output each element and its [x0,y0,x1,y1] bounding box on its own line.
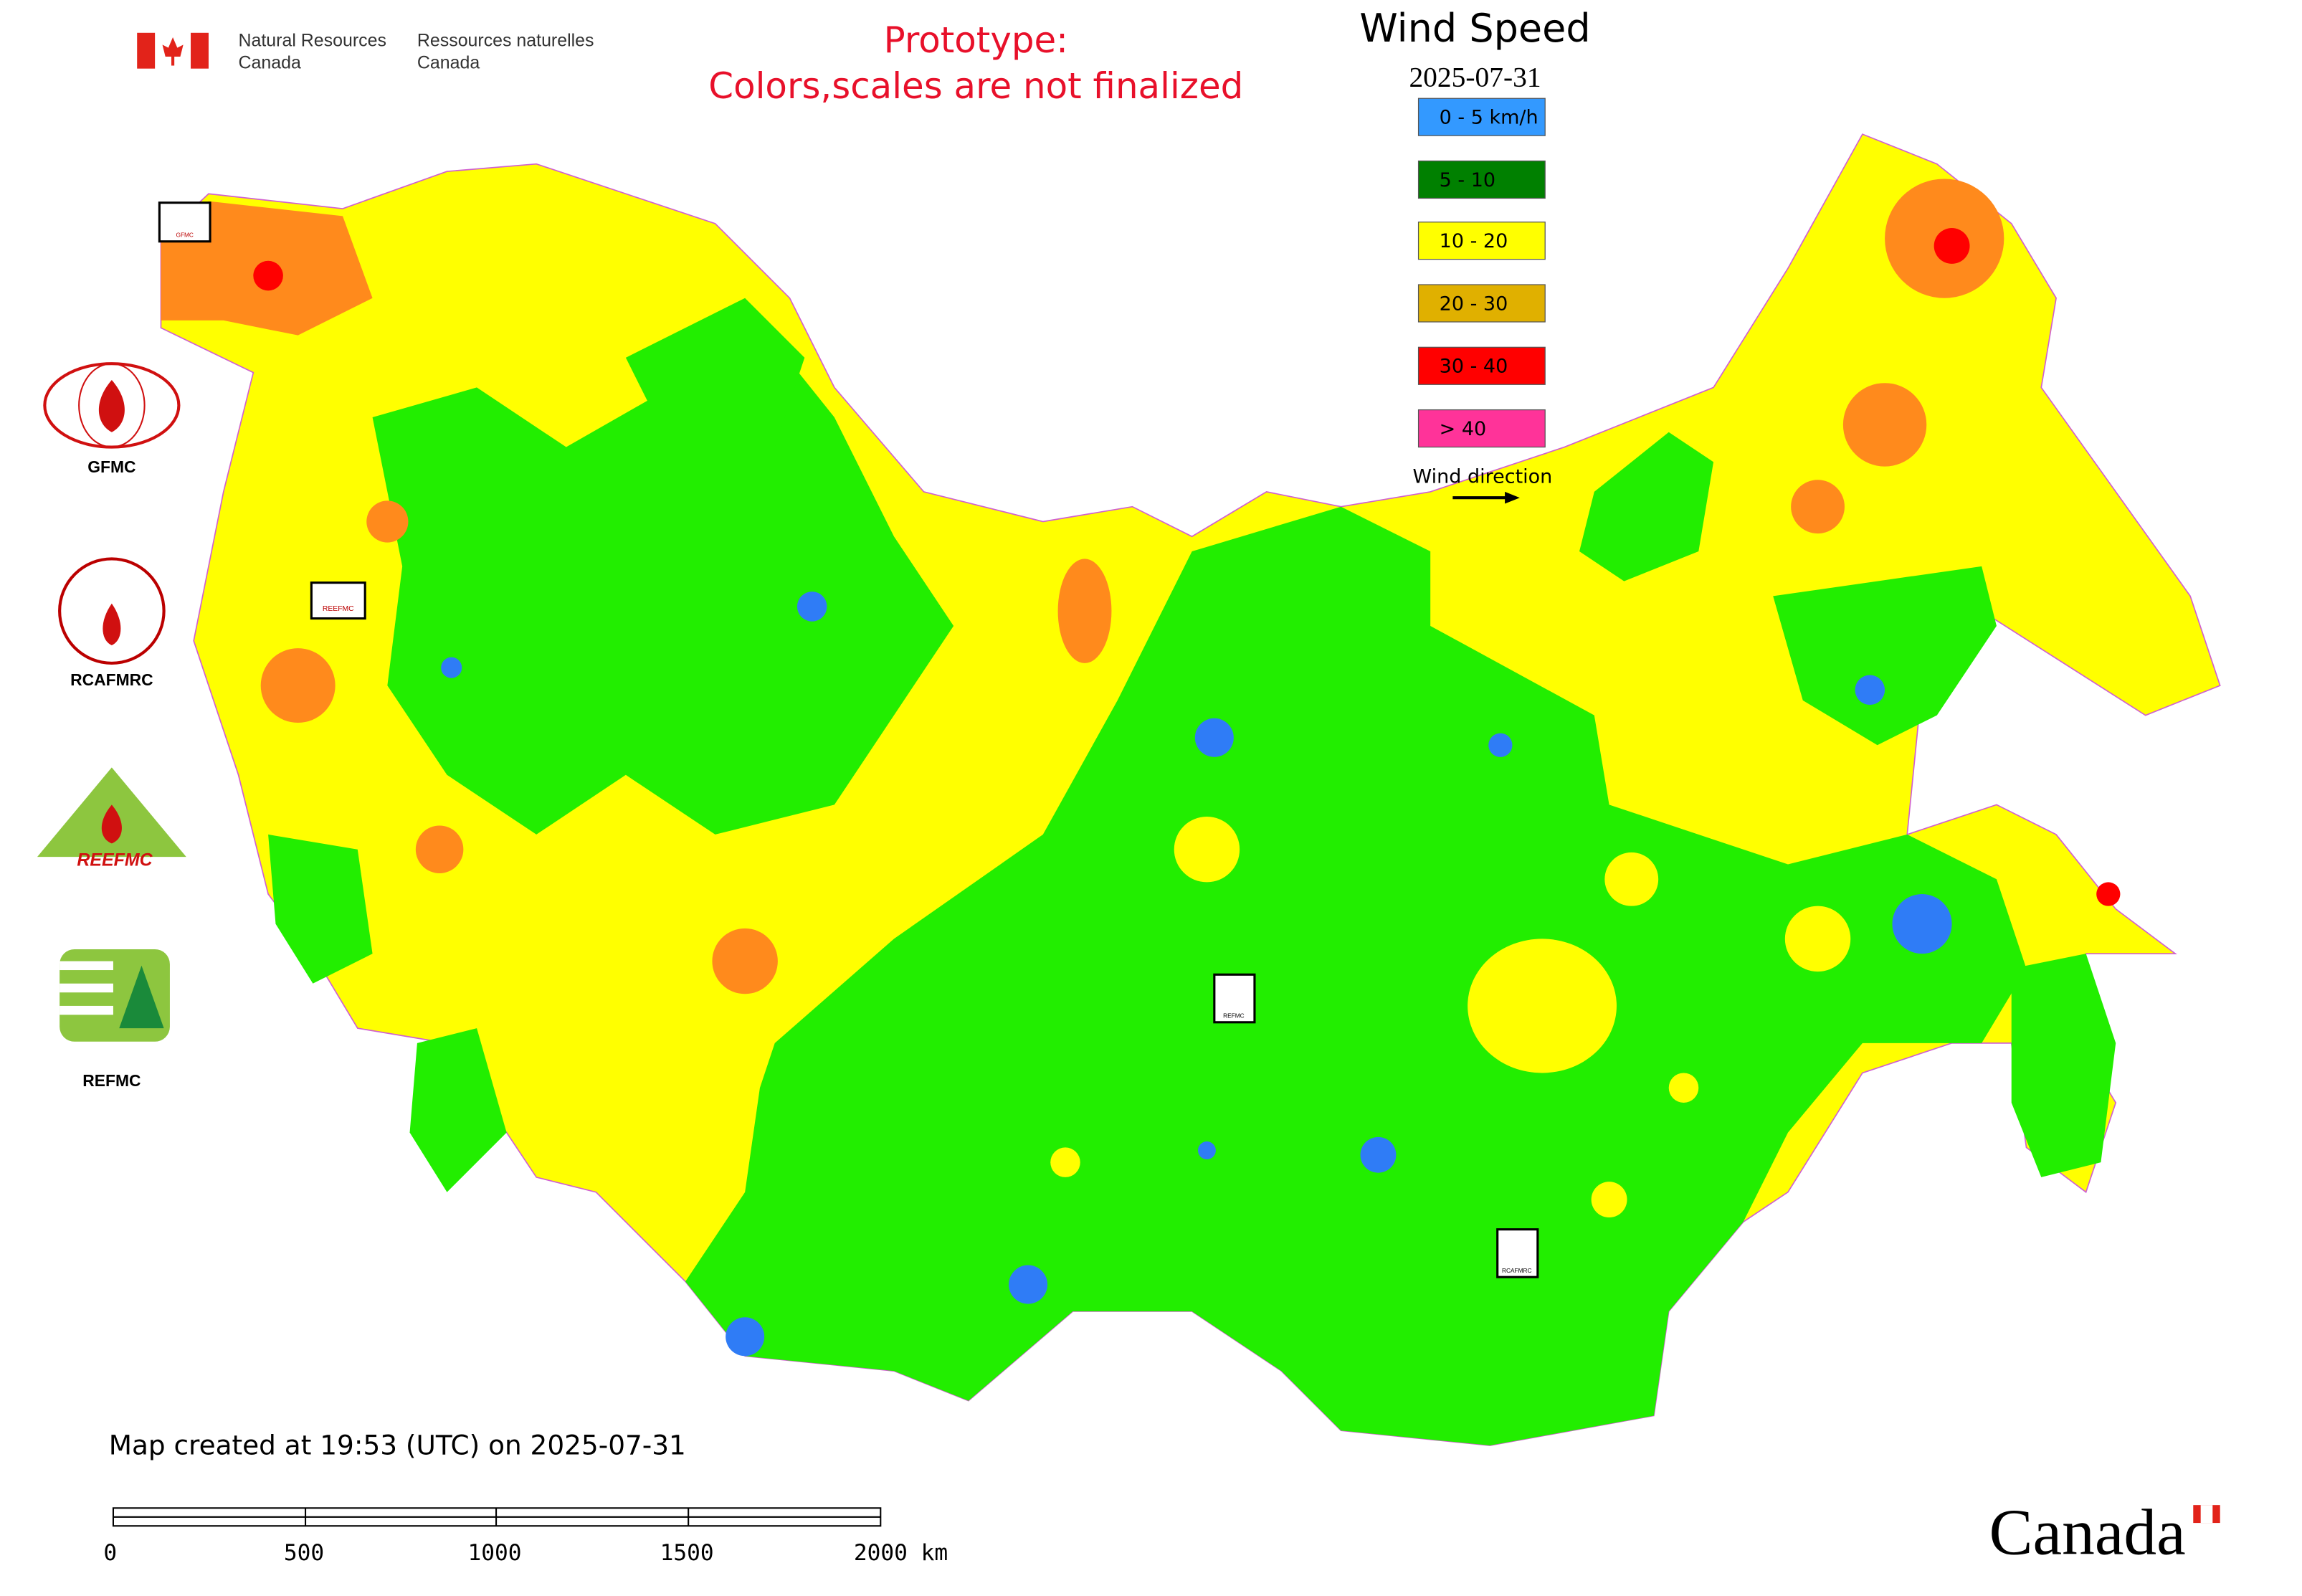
legend-swatch [1417,409,1546,448]
agency-en: Natural Resources [239,30,386,50]
legend-swatch [1417,346,1546,385]
wind-zone [796,592,827,622]
logo-text: REEFMC [77,850,153,870]
agency-signature: Natural Resources Canada Ressources natu… [137,30,594,73]
marker-label: REEFMC [323,605,354,613]
wind-zone [1468,939,1617,1073]
scale-label: 1500 [660,1540,714,1566]
direction-label: Wind direction [1413,465,1553,488]
wind-zone [1591,1182,1627,1218]
gfmc-flame [98,380,125,432]
legend-label: > 40 [1440,418,1487,440]
wind-zone [1855,675,1885,706]
maple-leaf [162,37,184,66]
legend: Wind Speed 2025-07-31 Wind direction 0 -… [1359,6,1591,504]
wind-zone [1360,1136,1397,1173]
marker-label: GFMC [176,232,193,239]
refmc-stripe [60,961,113,971]
wind-zone [1174,816,1240,883]
wind-zone [1579,432,1714,581]
logo-label: RCAFMRC [70,670,153,689]
logo-label: REFMC [82,1071,141,1090]
scale-bar: 0 500 1000 1500 2000 km [103,1507,948,1566]
direction-arrow-head [1505,491,1520,504]
wind-zone [253,260,283,291]
wind-zone [1009,1265,1048,1304]
map-marker [1213,973,1256,1024]
legend-label: 20 - 30 [1440,293,1508,315]
wind-zone [409,1028,507,1192]
legend-label: 0 - 5 km/h [1440,107,1538,129]
legend-date: 2025-07-31 [1409,62,1541,93]
marker-label: REFMC [1223,1012,1245,1020]
refmc-stripe [60,983,113,993]
wind-zone [1773,566,1997,746]
legend-label: 10 - 20 [1440,230,1508,252]
wind-zone [1604,852,1659,906]
wind-zone [441,657,462,678]
wind-zone [1488,733,1513,757]
scale-label: 2000 km [854,1540,948,1566]
scale-label: 0 [103,1540,117,1566]
legend-swatch [1417,160,1546,199]
wind-zone [1791,480,1845,534]
wind-zone [372,343,954,835]
wind-zone [1050,1147,1080,1177]
wind-zone [366,500,409,543]
legend-swatch [1417,98,1546,136]
wind-zone [1892,894,1952,954]
wind-zone [726,1317,765,1357]
flag-bar [191,32,209,69]
map-marker [158,201,211,243]
agency-fr: Ressources naturelles [417,30,594,50]
reefmc-flame [101,804,122,844]
wind-zone [712,928,778,994]
wind-zone [1842,383,1927,467]
map [160,133,2221,1446]
legend-label: 5 - 10 [1440,169,1495,191]
wind-zone [415,825,464,873]
wind-zone [2011,954,2116,1177]
wind-zone [1194,718,1234,757]
wind-zone [1197,1141,1216,1159]
gfmc-logo [78,363,146,448]
wind-zone [260,648,336,723]
wind-zone [2096,882,2121,906]
logo-label: GFMC [87,457,135,476]
map-marker [310,581,366,620]
wind-zone [1934,228,1970,264]
rcafmrc-flame [103,603,121,645]
scale-label: 500 [284,1540,324,1566]
wind-zone [1057,559,1112,663]
refmc-mark [119,965,164,1029]
legend-label: 30 - 40 [1440,356,1508,378]
legend-swatch [1417,284,1546,323]
logos: GFMC RCAFMRC REEFMC REFMC GFMC REEFMC RE… [37,201,1539,1278]
map-marker [1496,1228,1539,1278]
notice: Prototype: [884,19,1068,61]
canada-wordmark: Canada [1989,1496,2186,1569]
wind-zone [625,298,805,447]
wind-zone [1784,906,1851,972]
wordmark-flag [2200,1505,2213,1524]
agency-en: Canada [239,53,301,73]
legend-swatch [1417,222,1546,260]
wind-zone [685,506,2027,1446]
refmc-stripe [60,1005,113,1015]
agency-fr: Canada [417,53,480,73]
created-note: Map created at 19:53 (UTC) on 2025-07-31 [109,1429,686,1460]
scale-label: 1000 [467,1540,521,1566]
notice: Colors,scales are not finalized [708,65,1243,107]
wind-zone [268,834,373,984]
marker-label: RCAFMRC [1502,1267,1531,1274]
legend-title: Wind Speed [1359,6,1590,51]
wind-zone [1668,1073,1699,1103]
flag-bar [137,32,156,69]
